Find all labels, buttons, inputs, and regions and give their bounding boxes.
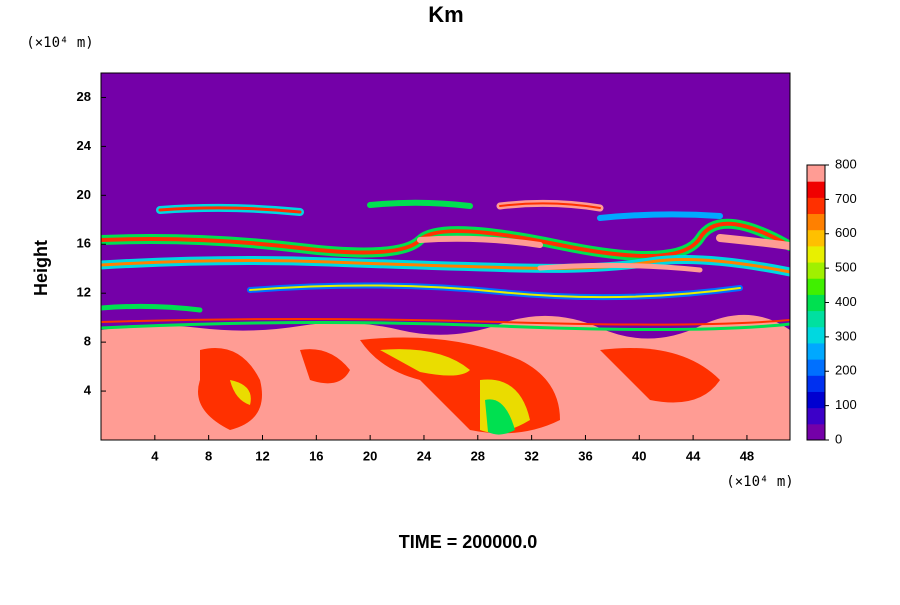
x-tick-label: 20: [363, 448, 377, 463]
colorbar-band: [807, 165, 825, 182]
colorbar-band: [807, 213, 825, 231]
colorbar-band: [807, 294, 825, 312]
y-tick-label: 28: [77, 89, 91, 104]
x-tick-label: 8: [205, 448, 212, 463]
y-axis-label: Height: [31, 240, 51, 296]
x-tick-label: 24: [417, 448, 432, 463]
colorbar-tick-label: 700: [835, 191, 857, 206]
x-tick-label: 12: [255, 448, 269, 463]
colorbar-band: [807, 326, 825, 344]
colorbar-band: [807, 407, 825, 425]
x-tick-label: 48: [740, 448, 754, 463]
x-tick-label: 40: [632, 448, 646, 463]
x-tick-label: 36: [578, 448, 592, 463]
y-unit: (×10⁴ m): [26, 35, 93, 51]
chart-title: Km: [428, 2, 463, 27]
colorbar-tick-label: 0: [835, 431, 842, 446]
x-tick-label: 32: [524, 448, 538, 463]
colorbar-tick-label: 300: [835, 328, 857, 343]
y-tick-label: 24: [77, 138, 92, 153]
y-tick-label: 8: [84, 334, 91, 349]
y-tick-label: 4: [84, 383, 92, 398]
footer: TIME = 200000.0: [399, 532, 538, 552]
colorbar-band: [807, 391, 825, 409]
colorbar-tick-label: 600: [835, 225, 857, 240]
colorbar-band: [807, 197, 825, 215]
colorbar-tick-label: 400: [835, 294, 857, 309]
x-tick-label: 16: [309, 448, 323, 463]
colorbar-band: [807, 229, 825, 247]
y-tick-label: 12: [77, 285, 91, 300]
colorbar-band: [807, 278, 825, 295]
colorbar-tick-label: 500: [835, 260, 857, 275]
colorbar-band: [807, 342, 825, 360]
colorbar-band: [807, 181, 825, 198]
colorbar-tick-label: 200: [835, 363, 857, 378]
x-tick-label: 44: [686, 448, 701, 463]
colorbar-band: [807, 310, 825, 328]
colorbar-band: [807, 245, 825, 263]
colorbar-band: [807, 423, 825, 441]
y-tick-label: 20: [77, 187, 91, 202]
x-tick-label: 4: [151, 448, 159, 463]
y-tick-label: 16: [77, 236, 91, 251]
colorbar-tick-label: 800: [835, 156, 857, 171]
colorbar-tick-label: 100: [835, 397, 857, 412]
colorbar-band: [807, 359, 825, 376]
x-unit: (×10⁴ m): [726, 474, 793, 490]
field: [101, 73, 790, 440]
colorbar-band: [807, 262, 825, 279]
colorbar-band: [807, 375, 825, 392]
x-tick-label: 28: [471, 448, 485, 463]
plot-frame: [100, 72, 791, 441]
